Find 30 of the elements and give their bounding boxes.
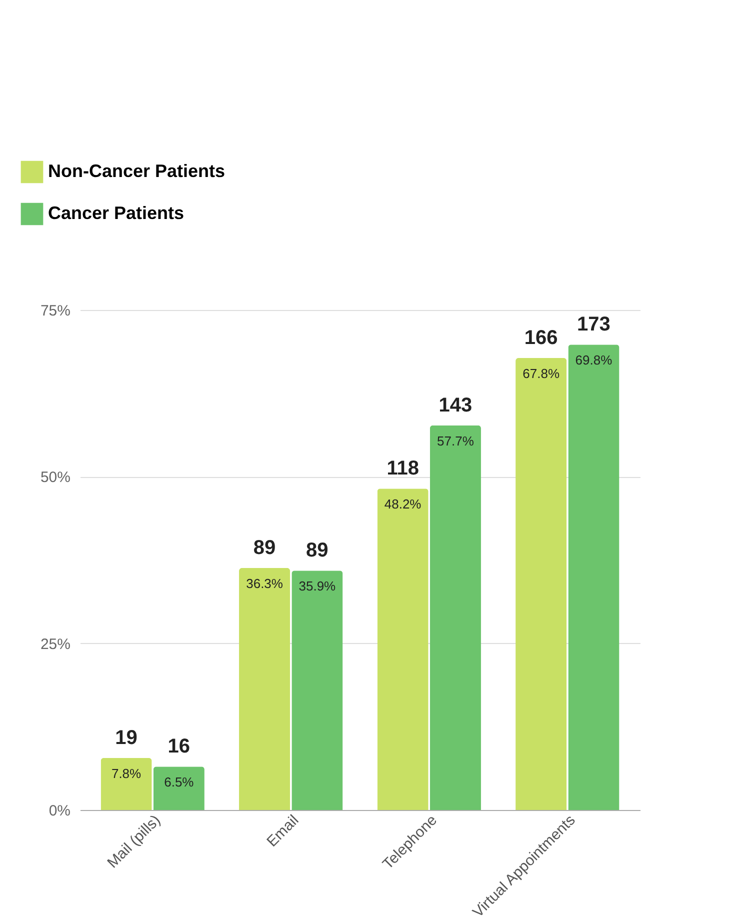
annotation: 118 bbox=[386, 458, 419, 480]
bar bbox=[430, 425, 481, 810]
y-tick-label: 75% bbox=[40, 302, 70, 320]
annotation: 173 bbox=[577, 314, 610, 336]
data-label: 7.8% bbox=[111, 766, 142, 781]
bar bbox=[377, 488, 428, 810]
y-tick-label: 0% bbox=[48, 802, 70, 820]
data-label: 57.7% bbox=[437, 433, 474, 448]
bar bbox=[153, 766, 204, 810]
annotation: 89 bbox=[253, 537, 276, 559]
data-label: 36.3% bbox=[246, 576, 284, 591]
legend-label: Cancer Patients bbox=[48, 203, 184, 223]
annotation: 166 bbox=[524, 327, 558, 349]
legend-label: Non-Cancer Patients bbox=[48, 161, 226, 181]
data-label: 48.2% bbox=[384, 496, 422, 512]
bar bbox=[239, 568, 290, 810]
bar bbox=[100, 758, 152, 810]
bar bbox=[292, 570, 343, 810]
annotation: 89 bbox=[306, 540, 328, 562]
bar bbox=[516, 358, 567, 810]
data-label: 69.8% bbox=[575, 352, 613, 368]
data-label: 6.5% bbox=[164, 774, 194, 790]
data-label: 67.8% bbox=[522, 366, 560, 381]
annotation: 19 bbox=[115, 727, 138, 749]
data-label: 35.9% bbox=[298, 578, 336, 594]
bar bbox=[568, 344, 620, 810]
y-tick-label: 50% bbox=[40, 469, 70, 486]
annotation: 16 bbox=[168, 736, 190, 758]
y-tick-label: 25% bbox=[40, 636, 70, 653]
annotation: 143 bbox=[438, 394, 472, 416]
